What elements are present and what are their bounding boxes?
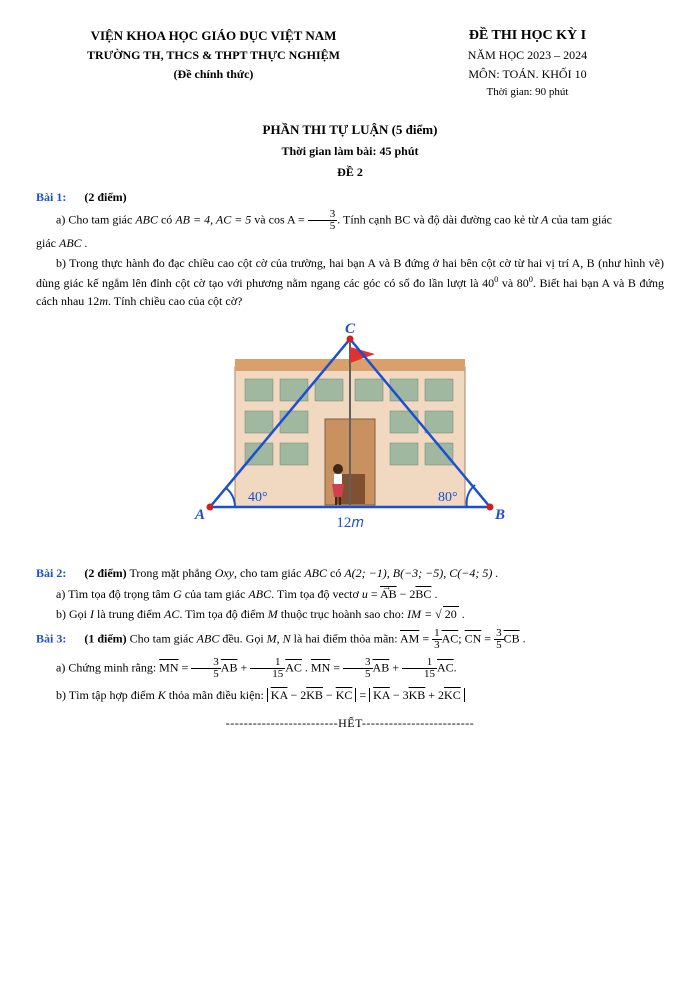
bai2a: a) Tìm tọa độ trọng tâm G của tam giác A… xyxy=(36,585,664,604)
bai1a-cont: giác ABC . xyxy=(36,234,664,253)
figure-svg: C A B 40° 80° 12𝑚 xyxy=(180,319,520,549)
bai1: Bài 1: (2 điểm) a) Cho tam giác ABC có A… xyxy=(36,188,664,311)
section-subtitle: Thời gian làm bài: 45 phút xyxy=(36,144,664,159)
bai2-label: Bài 2: xyxy=(36,566,66,580)
header: VIỆN KHOA HỌC GIÁO DỤC VIỆT NAM TRƯỜNG T… xyxy=(36,28,664,98)
base-length: 12𝑚 xyxy=(336,515,363,531)
end-marker: -------------------------HẾT------------… xyxy=(36,716,664,731)
header-right: ĐỀ THI HỌC KỲ I NĂM HỌC 2023 – 2024 MÔN:… xyxy=(391,28,664,98)
figure-flagpole: C A B 40° 80° 12𝑚 xyxy=(36,319,664,554)
school-name: TRƯỜNG TH, THCS & THPT THỰC NGHIỆM xyxy=(36,48,391,63)
header-left: VIỆN KHOA HỌC GIÁO DỤC VIỆT NAM TRƯỜNG T… xyxy=(36,28,391,98)
academic-year: NĂM HỌC 2023 – 2024 xyxy=(391,48,664,63)
bai2-points: (2 điểm) xyxy=(84,566,126,580)
angle-80: 80° xyxy=(438,490,458,505)
bai3: Bài 3: (1 điểm) Cho tam giác ABC đều. Gọ… xyxy=(36,628,664,705)
bai1b: b) Trong thực hành đo đạc chiều cao cột … xyxy=(36,254,664,311)
official-label: (Đề chính thức) xyxy=(36,67,391,82)
bai3-label: Bài 3: xyxy=(36,631,66,645)
subject-line: MÔN: TOÁN. KHỐI 10 xyxy=(391,67,664,82)
bai2b: b) Gọi I là trung điểm AC. Tìm tọa độ đi… xyxy=(36,605,664,624)
bai1a: a) Cho tam giác ABC có AB = 4, AC = 5 và… xyxy=(36,209,664,232)
label-B: B xyxy=(494,507,505,523)
institute-name: VIỆN KHOA HỌC GIÁO DỤC VIỆT NAM xyxy=(36,28,391,44)
label-C: C xyxy=(345,321,356,337)
bai1-points: (2 điểm) xyxy=(84,190,126,204)
bai3b: b) Tìm tập hợp điểm K thỏa mãn điều kiện… xyxy=(36,686,664,705)
exam-variant: ĐỀ 2 xyxy=(36,165,664,180)
angle-40: 40° xyxy=(248,490,268,505)
label-A: A xyxy=(194,507,205,523)
bai3a: a) Chứng minh rằng: MN = 35AB + 115AC . … xyxy=(36,657,664,680)
bai3-points: (1 điểm) xyxy=(84,631,126,645)
bai2: Bài 2: (2 điểm) Trong mặt phẳng Oxy, cho… xyxy=(36,564,664,624)
duration: Thời gian: 90 phút xyxy=(391,86,664,98)
bai1-label: Bài 1: xyxy=(36,190,66,204)
section-title: PHẦN THI TỰ LUẬN (5 điểm) xyxy=(36,122,664,138)
exam-title: ĐỀ THI HỌC KỲ I xyxy=(391,28,664,44)
